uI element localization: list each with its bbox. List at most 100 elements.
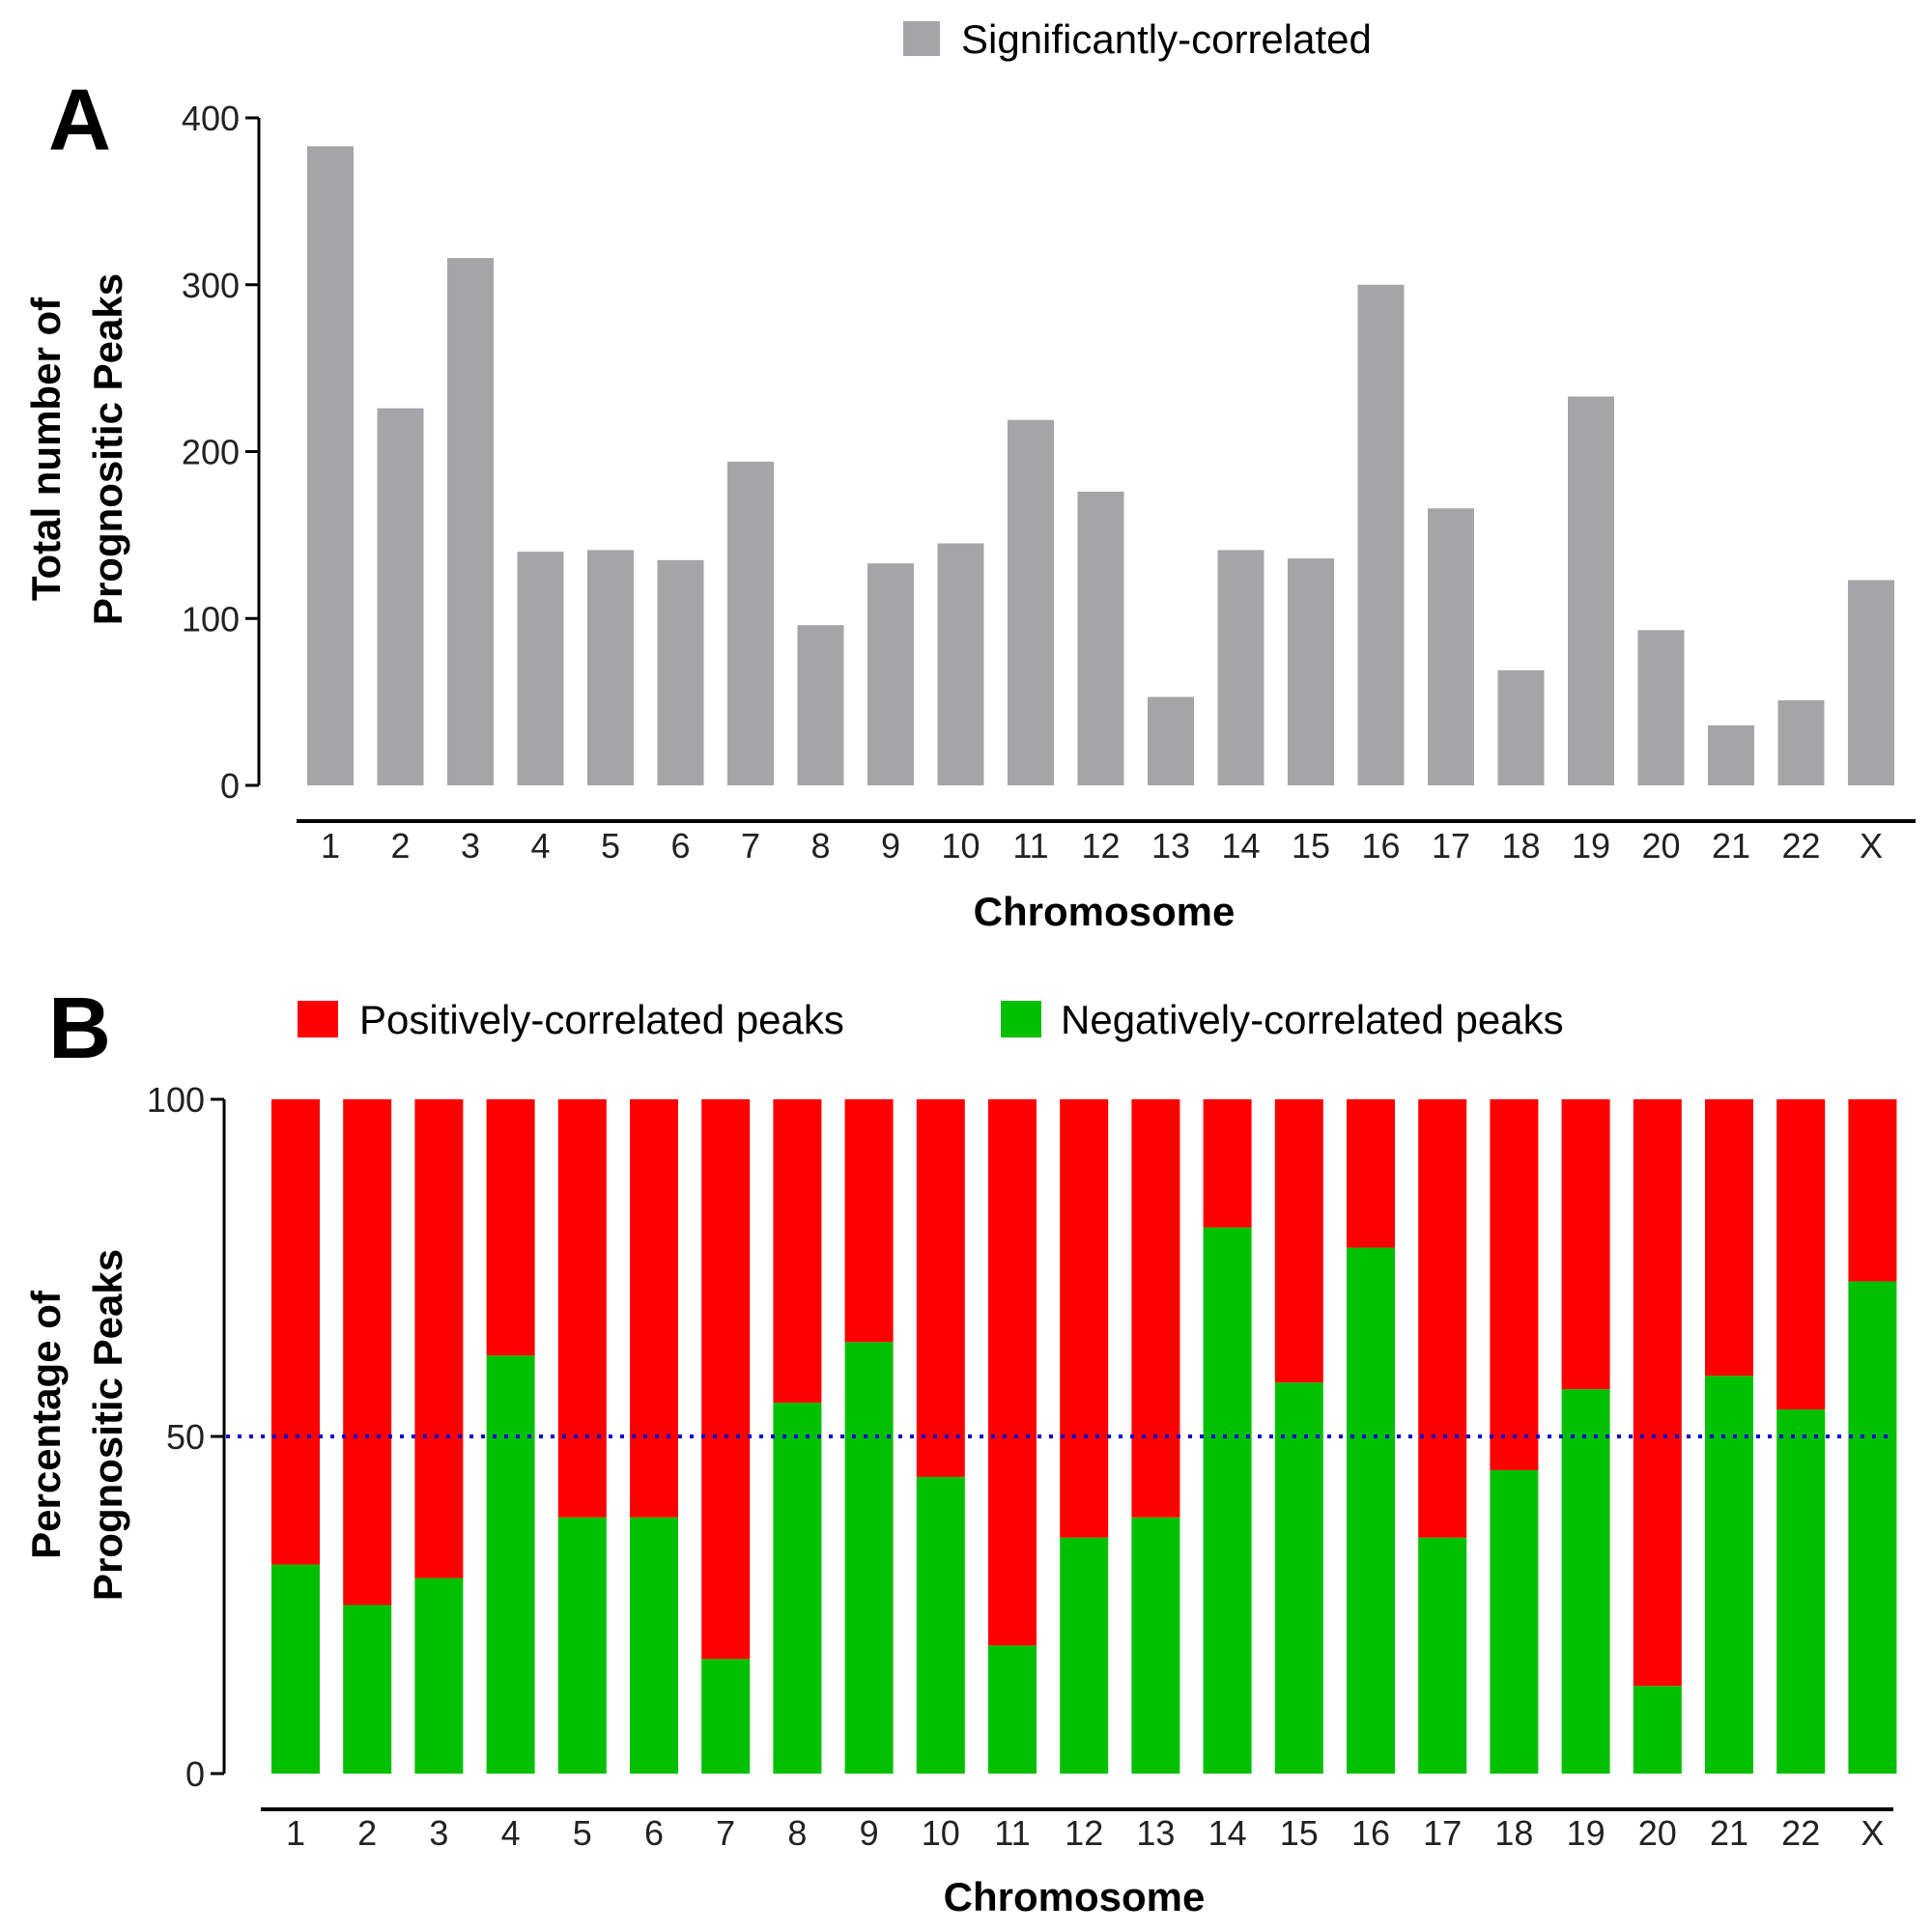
bar-positively-correlated-peaks-chr-6 [630, 1099, 678, 1518]
x-axis-b: 1 2 3 4 5 6 7 8 9 10 11 12 13 14 15 16 17 18 19 20 21 22 X [261, 1807, 1893, 1853]
bar-negatively-correlated-peaks-chr-10 [916, 1476, 965, 1774]
bar-positively-correlated-peaks-chr-14 [1203, 1099, 1252, 1228]
y-tick-label: 50 [166, 1417, 205, 1457]
bar-negatively-correlated-peaks-chr-17 [1418, 1537, 1467, 1774]
x-tick-label-chr-17: 17 [1423, 1813, 1462, 1853]
legend-a: Significantly-correlated [903, 16, 1372, 62]
x-tick-label-chr-1: 1 [286, 1813, 305, 1853]
bar-significantly-correlated-chr-x [1848, 580, 1894, 785]
x-tick-label-chr-10: 10 [922, 1813, 960, 1853]
x-tick-label-chr-x: X [1860, 826, 1883, 866]
bar-positively-correlated-peaks-chr-7 [701, 1099, 751, 1660]
bar-negatively-correlated-peaks-chr-7 [701, 1659, 751, 1774]
legend-b-swatch-negative [1001, 1001, 1041, 1037]
bar-negatively-correlated-peaks-chr-8 [773, 1403, 822, 1774]
y-axis-title-b-line2: Prognositic Peaks [85, 1249, 130, 1601]
legend-a-swatch-significant [903, 21, 940, 56]
y-tick-label: 100 [182, 599, 240, 639]
y-tick-label: 0 [185, 1754, 205, 1794]
x-tick-label-chr-21: 21 [1710, 1813, 1748, 1853]
bar-significantly-correlated-chr-2 [377, 408, 424, 785]
x-tick-label-chr-13: 13 [1136, 1813, 1175, 1853]
bar-significantly-correlated-chr-4 [517, 552, 564, 785]
panel-a-chart: A Significantly-correlated 0 100 200 300 400… [23, 16, 1916, 934]
x-tick-label-chr-6: 6 [644, 1813, 664, 1853]
bar-significantly-correlated-chr-9 [867, 563, 914, 785]
x-tick-label-chr-18: 18 [1494, 1813, 1533, 1853]
bar-positively-correlated-peaks-chr-8 [773, 1099, 822, 1404]
x-tick-label-chr-19: 19 [1567, 1813, 1605, 1853]
bar-negatively-correlated-peaks-chr-x [1848, 1281, 1897, 1774]
bar-negatively-correlated-peaks-chr-18 [1490, 1469, 1539, 1774]
x-tick-label-chr-17: 17 [1432, 826, 1470, 866]
bar-negatively-correlated-peaks-chr-16 [1347, 1247, 1395, 1774]
bar-significantly-correlated-chr-20 [1637, 630, 1685, 785]
bar-significantly-correlated-chr-14 [1217, 550, 1264, 785]
bar-significantly-correlated-chr-19 [1568, 396, 1614, 785]
bar-significantly-correlated-chr-16 [1357, 284, 1405, 785]
x-tick-label-chr-8: 8 [787, 1813, 807, 1853]
bar-significantly-correlated-chr-13 [1148, 696, 1194, 785]
x-tick-label-chr-12: 12 [1081, 826, 1120, 866]
bar-positively-correlated-peaks-chr-12 [1060, 1099, 1109, 1538]
bar-positively-correlated-peaks-chr-16 [1347, 1099, 1395, 1248]
bar-negatively-correlated-peaks-chr-3 [414, 1577, 464, 1774]
y-axis-title-a-line2: Prognositic Peaks [85, 273, 130, 625]
bar-significantly-correlated-chr-17 [1428, 508, 1474, 785]
bar-significantly-correlated-chr-21 [1708, 724, 1754, 785]
y-axis-a: 0 100 200 300 400 [182, 99, 261, 806]
y-axis-b: 0 50 100 [147, 1080, 226, 1794]
bar-significantly-correlated-chr-15 [1288, 558, 1334, 785]
bar-positively-correlated-peaks-chr-22 [1776, 1099, 1826, 1410]
bar-significantly-correlated-chr-12 [1077, 491, 1124, 785]
bar-significantly-correlated-chr-22 [1777, 699, 1825, 785]
x-tick-label-chr-12: 12 [1065, 1813, 1103, 1853]
x-tick-label-chr-10: 10 [941, 826, 980, 866]
bar-significantly-correlated-chr-10 [937, 543, 984, 785]
legend-b: Positively-correlated peaks Negatively-c… [298, 997, 1564, 1042]
bar-positively-correlated-peaks-chr-21 [1705, 1099, 1753, 1377]
legend-b-swatch-positive [298, 1001, 338, 1037]
bar-negatively-correlated-peaks-chr-21 [1705, 1376, 1753, 1774]
bar-positively-correlated-peaks-chr-1 [271, 1099, 320, 1565]
x-tick-label-chr-4: 4 [530, 826, 550, 866]
x-tick-label-chr-16: 16 [1361, 826, 1400, 866]
x-tick-label-chr-21: 21 [1712, 826, 1750, 866]
bar-negatively-correlated-peaks-chr-9 [844, 1342, 894, 1774]
bar-positively-correlated-peaks-chr-10 [916, 1099, 965, 1477]
y-tick-label: 100 [147, 1080, 205, 1120]
x-tick-label-chr-14: 14 [1221, 826, 1260, 866]
legend-b-label-negative: Negatively-correlated peaks [1061, 997, 1564, 1042]
bar-negatively-correlated-peaks-chr-14 [1203, 1227, 1252, 1774]
bars-b [271, 1099, 1897, 1774]
bar-positively-correlated-peaks-chr-4 [486, 1099, 535, 1356]
bar-positively-correlated-peaks-chr-15 [1274, 1099, 1323, 1383]
bar-negatively-correlated-peaks-chr-5 [557, 1517, 607, 1774]
x-tick-label-chr-11: 11 [994, 1813, 1030, 1853]
bar-positively-correlated-peaks-chr-5 [557, 1099, 607, 1518]
x-tick-label-chr-9: 9 [860, 1813, 879, 1853]
x-tick-label-chr-15: 15 [1292, 826, 1330, 866]
x-tick-label-chr-11: 11 [1012, 826, 1048, 866]
x-tick-label-chr-x: X [1861, 1813, 1884, 1853]
bar-negatively-correlated-peaks-chr-4 [486, 1355, 535, 1774]
bar-negatively-correlated-peaks-chr-19 [1561, 1389, 1610, 1774]
y-axis-title-a-line1: Total number of [23, 297, 69, 601]
x-axis-title-a: Chromosome [974, 889, 1236, 934]
x-tick-label-chr-22: 22 [1781, 826, 1820, 866]
x-tick-label-chr-1: 1 [321, 826, 340, 866]
x-tick-label-chr-3: 3 [461, 826, 480, 866]
bar-negatively-correlated-peaks-chr-2 [343, 1605, 392, 1774]
bar-significantly-correlated-chr-11 [1008, 419, 1054, 785]
bar-positively-correlated-peaks-chr-18 [1490, 1099, 1539, 1470]
x-tick-label-chr-14: 14 [1208, 1813, 1247, 1853]
x-tick-label-chr-3: 3 [429, 1813, 448, 1853]
x-tick-label-chr-18: 18 [1501, 826, 1540, 866]
x-tick-label-chr-8: 8 [810, 826, 830, 866]
bar-negatively-correlated-peaks-chr-15 [1274, 1382, 1323, 1774]
x-tick-label-chr-2: 2 [390, 826, 410, 866]
bar-significantly-correlated-chr-7 [727, 461, 774, 785]
bar-positively-correlated-peaks-chr-13 [1131, 1099, 1180, 1518]
panel-letter-b: B [48, 980, 111, 1077]
